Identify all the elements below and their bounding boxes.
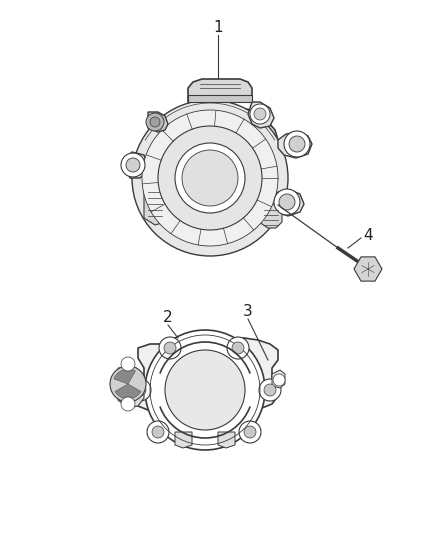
Circle shape	[279, 194, 295, 210]
Polygon shape	[118, 368, 144, 408]
Polygon shape	[248, 102, 274, 128]
Circle shape	[182, 150, 238, 206]
Circle shape	[152, 426, 164, 438]
Circle shape	[165, 350, 245, 430]
Polygon shape	[144, 107, 282, 226]
Circle shape	[250, 104, 270, 124]
Circle shape	[129, 379, 151, 401]
Circle shape	[274, 189, 300, 215]
Circle shape	[254, 108, 266, 120]
Polygon shape	[175, 432, 192, 448]
Circle shape	[121, 397, 135, 411]
Polygon shape	[278, 132, 312, 158]
Text: 4: 4	[363, 228, 373, 243]
Text: 2: 2	[163, 311, 173, 326]
Polygon shape	[126, 152, 146, 178]
Polygon shape	[272, 370, 285, 388]
Circle shape	[146, 113, 164, 131]
Circle shape	[126, 158, 140, 172]
Circle shape	[289, 136, 305, 152]
Circle shape	[284, 131, 310, 157]
Circle shape	[244, 426, 256, 438]
Circle shape	[227, 337, 249, 359]
Polygon shape	[218, 432, 235, 448]
Circle shape	[259, 379, 281, 401]
Circle shape	[110, 366, 146, 402]
Circle shape	[232, 342, 244, 354]
Text: 1: 1	[213, 20, 223, 36]
Polygon shape	[148, 112, 168, 132]
Circle shape	[239, 421, 261, 443]
Circle shape	[164, 342, 176, 354]
Text: 3: 3	[243, 304, 253, 319]
Circle shape	[264, 384, 276, 396]
Wedge shape	[114, 369, 135, 384]
Circle shape	[145, 330, 265, 450]
Circle shape	[121, 153, 145, 177]
Polygon shape	[188, 95, 252, 102]
Polygon shape	[144, 185, 168, 225]
Circle shape	[134, 384, 146, 396]
Polygon shape	[354, 257, 382, 281]
Circle shape	[147, 421, 169, 443]
Circle shape	[175, 143, 245, 213]
Polygon shape	[258, 204, 282, 228]
Circle shape	[273, 374, 285, 386]
Wedge shape	[115, 384, 141, 399]
Polygon shape	[270, 190, 304, 216]
Circle shape	[142, 110, 278, 246]
Circle shape	[132, 100, 288, 256]
Polygon shape	[188, 79, 252, 102]
Circle shape	[121, 357, 135, 371]
Circle shape	[150, 117, 160, 127]
Polygon shape	[132, 338, 278, 410]
Circle shape	[158, 126, 262, 230]
Circle shape	[159, 337, 181, 359]
